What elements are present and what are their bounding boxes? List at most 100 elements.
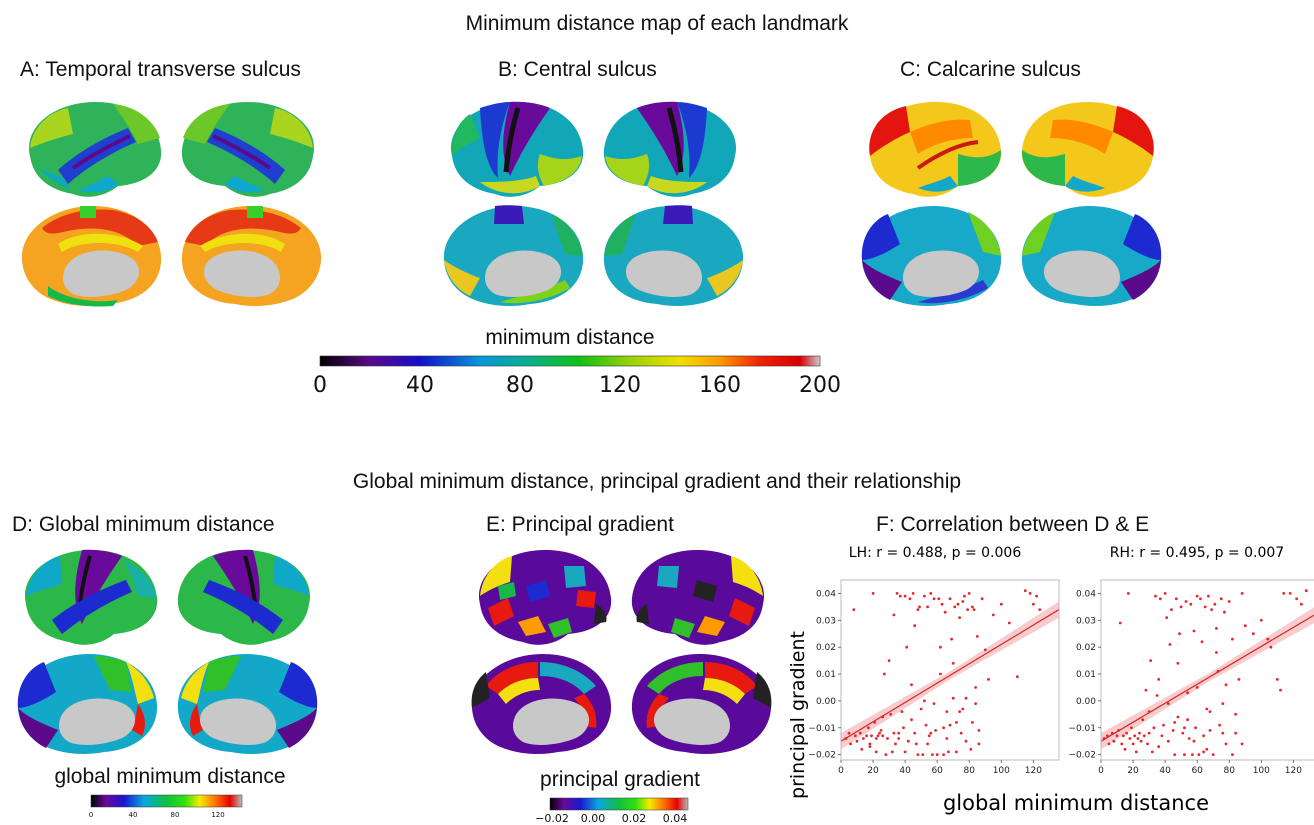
data-point — [1028, 592, 1032, 595]
data-point — [974, 686, 977, 689]
data-point — [1240, 592, 1244, 595]
data-point — [1023, 589, 1027, 593]
data-point — [894, 742, 897, 746]
global-colorbar: 0 40 80 120 — [89, 794, 243, 819]
panel-f-title: F: Correlation between D & E — [876, 513, 1150, 536]
data-point — [868, 745, 872, 748]
data-point — [945, 737, 949, 740]
y-tick-label: 0.04 — [816, 589, 836, 599]
data-point — [1112, 739, 1116, 743]
plot-frame — [1100, 579, 1314, 761]
data-point — [926, 742, 929, 746]
data-point — [1304, 589, 1308, 593]
data-point — [1138, 731, 1141, 735]
gradient-colorbar-tick: 0.02 — [622, 812, 647, 825]
data-point — [1150, 750, 1154, 754]
data-point — [1158, 597, 1162, 601]
data-point — [1118, 621, 1122, 625]
data-point — [919, 707, 923, 711]
data-point — [1192, 739, 1196, 743]
data-point — [961, 707, 965, 711]
data-point — [1215, 651, 1218, 654]
data-point — [1144, 688, 1148, 692]
main-colorbar-tick: 40 — [406, 373, 434, 398]
data-point — [1219, 597, 1223, 601]
brain-lateral-left — [478, 549, 612, 645]
x-tick-label: 100 — [993, 766, 1010, 776]
data-point — [991, 613, 995, 617]
data-point — [932, 597, 936, 601]
data-point — [1202, 734, 1205, 738]
data-point — [951, 661, 955, 665]
chart-title: LH: r = 0.488, p = 0.006 — [849, 545, 1022, 561]
data-point — [953, 605, 957, 609]
data-point — [847, 731, 851, 735]
data-point — [884, 753, 888, 756]
data-point — [958, 710, 961, 713]
x-tick-label: 40 — [1159, 766, 1171, 776]
data-point — [947, 750, 950, 754]
figure-title-top: Minimum distance map of each landmark — [465, 12, 849, 35]
y-tick-label: 0.04 — [1076, 589, 1096, 599]
x-tick-label: 0 — [838, 766, 844, 776]
y-tick-label: 0.03 — [816, 616, 836, 626]
y-tick-label: 0.00 — [816, 697, 836, 707]
data-point — [1154, 594, 1157, 598]
data-point — [948, 597, 952, 601]
data-point — [908, 597, 912, 601]
data-point — [1157, 745, 1161, 748]
y-axis-label: principal gradient — [787, 631, 809, 799]
data-point — [1189, 602, 1193, 606]
data-point — [1208, 729, 1212, 732]
data-point — [1107, 742, 1111, 746]
panel-d-title: D: Global minimum distance — [12, 513, 275, 536]
data-point — [1165, 616, 1169, 619]
data-point — [892, 613, 896, 617]
data-point — [910, 683, 913, 687]
data-point — [1275, 678, 1279, 681]
data-point — [1147, 731, 1151, 735]
chart-title: RH: r = 0.495, p = 0.007 — [1110, 545, 1284, 561]
data-point — [963, 594, 966, 598]
data-point — [892, 731, 896, 735]
x-tick-label: 120 — [1025, 766, 1042, 776]
data-point — [1269, 645, 1273, 649]
data-point — [921, 753, 925, 756]
data-point — [1163, 592, 1167, 595]
main-colorbar-label: minimum distance — [485, 326, 655, 349]
data-point — [1120, 742, 1124, 746]
confidence-band — [1101, 607, 1314, 750]
data-point — [871, 592, 875, 595]
brain-lateral-right — [181, 101, 315, 197]
x-tick-label: 20 — [1127, 766, 1139, 776]
panel-a-title: A: Temporal transverse sulcus — [20, 58, 301, 81]
data-point — [1266, 637, 1270, 641]
data-point — [1194, 726, 1197, 730]
gradient-colorbar: −0.02 0.00 0.02 0.04 — [535, 797, 689, 825]
data-point — [1162, 723, 1165, 727]
x-tick-label: 80 — [964, 766, 976, 776]
data-point — [906, 739, 910, 743]
data-point — [902, 726, 905, 730]
brain-lateral-right — [177, 549, 311, 645]
data-point — [854, 734, 857, 738]
data-point — [939, 672, 942, 676]
data-point — [1213, 602, 1217, 606]
data-point — [1038, 608, 1042, 611]
data-point — [1187, 737, 1191, 740]
data-point — [983, 648, 987, 652]
data-point — [1146, 742, 1149, 746]
panel-e-title: E: Principal gradient — [486, 513, 674, 536]
data-point — [866, 726, 870, 730]
data-point — [1300, 602, 1303, 606]
data-point — [879, 729, 883, 732]
main-colorbar-tick: 160 — [699, 373, 741, 398]
data-point — [959, 731, 963, 735]
data-point — [1231, 637, 1234, 641]
data-point — [1183, 753, 1186, 756]
data-point — [910, 718, 913, 722]
main-colorbar-tick: 80 — [506, 373, 534, 398]
data-point — [929, 731, 933, 735]
data-point — [1126, 592, 1130, 595]
data-point — [951, 696, 955, 700]
